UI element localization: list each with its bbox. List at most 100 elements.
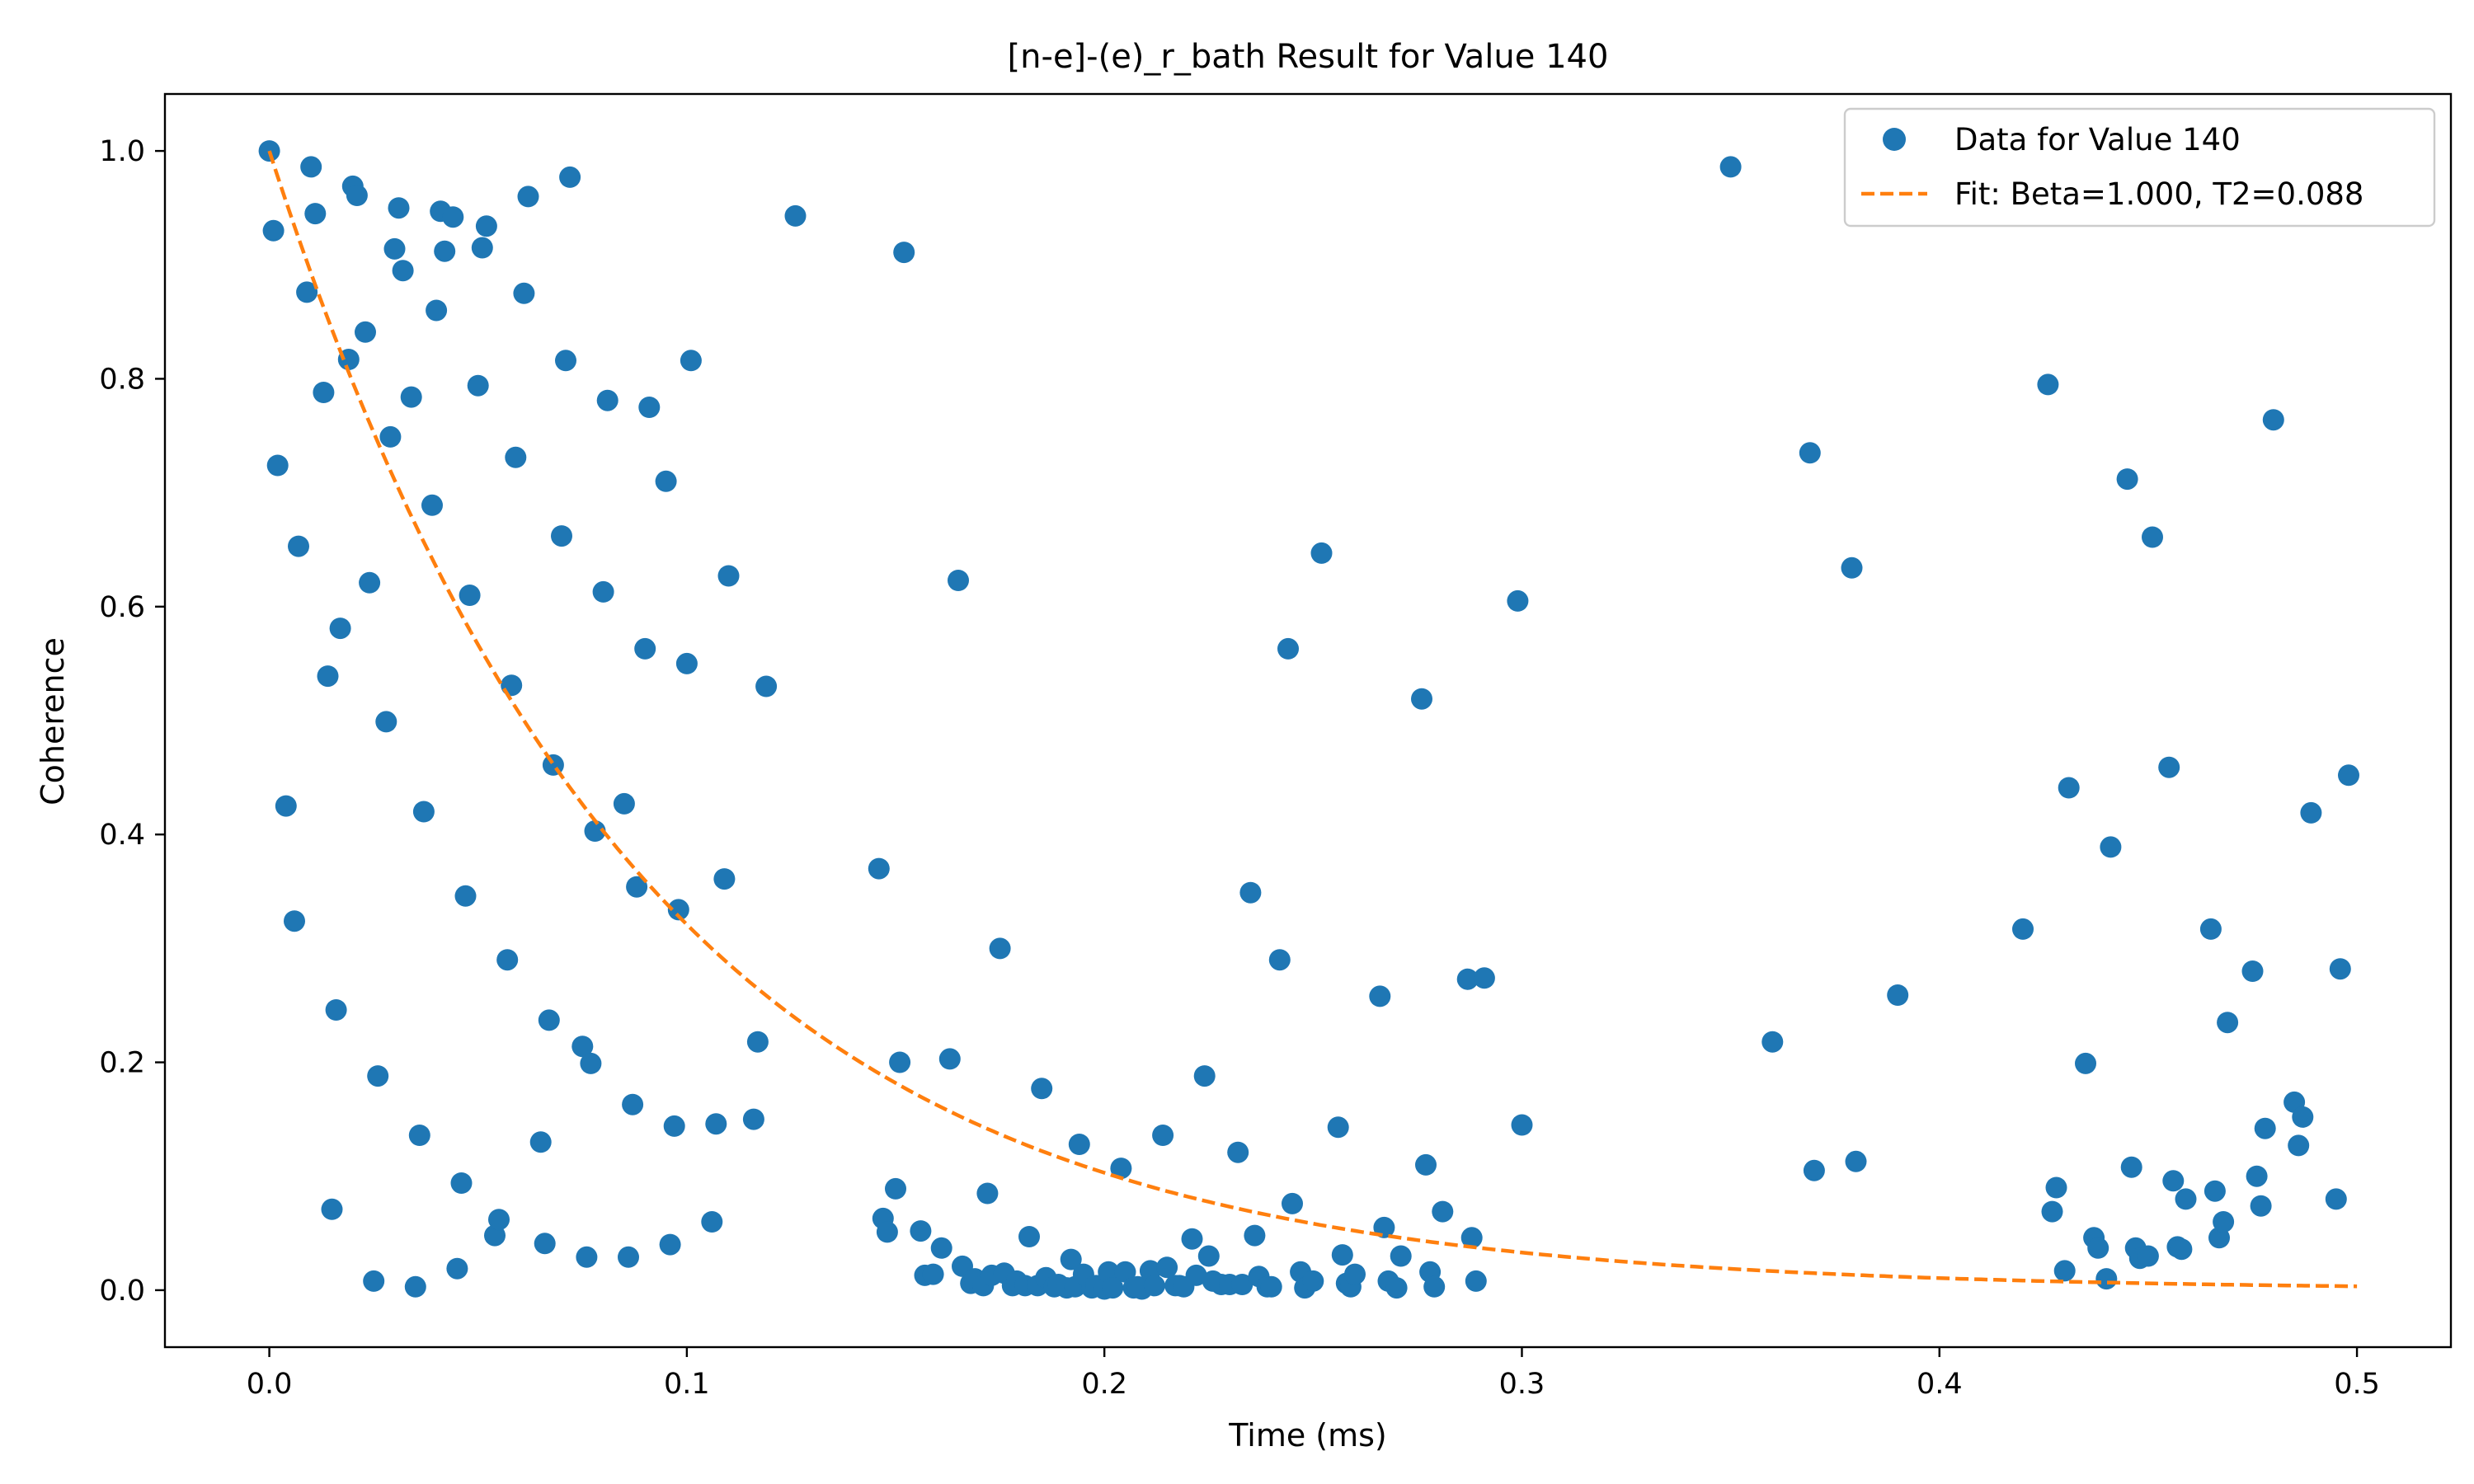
data-point (538, 1009, 560, 1031)
legend: Data for Value 140 Fit: Beta=1.000, T2=0… (1843, 107, 2436, 228)
data-point (1460, 1227, 1483, 1249)
data-point (359, 571, 381, 594)
data-point (505, 446, 527, 468)
data-point (2053, 1260, 2076, 1282)
data-point (667, 899, 689, 921)
data-point (379, 425, 402, 448)
data-point (1887, 984, 1909, 1006)
data-point (885, 1177, 906, 1200)
data-point (1761, 1031, 1784, 1053)
x-axis-ticks: 0.0 0.1 0.2 0.3 0.4 0.5 (247, 1347, 2380, 1401)
data-point (1344, 1263, 1366, 1285)
data-point (392, 260, 414, 282)
data-point (634, 637, 656, 660)
data-point (1390, 1245, 1412, 1267)
data-point (296, 281, 318, 303)
data-point (717, 565, 740, 587)
fit-line (267, 150, 2358, 1289)
data-point (2058, 777, 2080, 799)
data-point (1231, 1274, 1253, 1295)
y-axis-label: Coherence (35, 637, 71, 805)
data-point (989, 937, 1011, 960)
data-point (496, 949, 519, 971)
data-point (288, 535, 309, 557)
data-point (434, 240, 456, 262)
data-point (1060, 1248, 1082, 1270)
data-point (426, 299, 448, 322)
data-point (454, 885, 477, 907)
data-point (1331, 1244, 1353, 1266)
data-point (2338, 764, 2359, 787)
data-point (1156, 1256, 1178, 1279)
data-point (2204, 1180, 2226, 1202)
data-point (1152, 1125, 1174, 1146)
data-point (2329, 958, 2351, 980)
data-point (2041, 1200, 2063, 1223)
data-point (1511, 1114, 1533, 1136)
data-point (2087, 1237, 2109, 1259)
data-point (517, 186, 539, 208)
data-point (1841, 556, 1863, 579)
data-point (2075, 1052, 2096, 1074)
data-point (421, 494, 443, 516)
data-point (592, 580, 614, 603)
data-point (580, 1052, 602, 1074)
data-point (1507, 589, 1529, 612)
data-point (450, 1172, 473, 1194)
data-point (559, 166, 581, 188)
data-point (2100, 836, 2122, 858)
legend-data-marker (1883, 128, 1906, 151)
data-point (1411, 688, 1432, 710)
data-point (346, 185, 368, 206)
data-point (2292, 1106, 2314, 1128)
data-point (1327, 1116, 1349, 1139)
data-point (938, 1048, 961, 1070)
data-point (1799, 442, 1821, 464)
data-point (2142, 526, 2163, 548)
data-point (1102, 1277, 1124, 1299)
data-point (375, 711, 397, 733)
data-point (1114, 1261, 1136, 1283)
data-point (2120, 1156, 2142, 1178)
data-point (317, 665, 339, 688)
data-point (555, 350, 576, 372)
data-point (1456, 968, 1479, 990)
data-point (329, 618, 351, 640)
data-point (596, 389, 618, 411)
data-point (412, 801, 435, 823)
data-point (638, 397, 661, 418)
data-point (742, 1108, 764, 1130)
data-point (2045, 1176, 2067, 1199)
data-point (2300, 801, 2322, 824)
data-point (551, 525, 572, 547)
data-point (2262, 409, 2284, 431)
data-point (2175, 1188, 2197, 1210)
data-point (663, 1115, 685, 1137)
x-tick-label: 0.3 (1499, 1368, 1545, 1401)
y-tick-label: 0.4 (99, 819, 145, 852)
data-point (404, 1275, 426, 1298)
x-tick-label: 0.2 (1081, 1368, 1127, 1401)
data-point (1185, 1264, 1207, 1286)
data-point (1227, 1141, 1249, 1163)
data-point (584, 820, 606, 842)
data-point (910, 1220, 932, 1242)
data-point (1845, 1150, 1867, 1172)
plot-area (258, 140, 2359, 1300)
data-point (1193, 1065, 1216, 1087)
data-point (1473, 967, 1495, 989)
data-point (467, 374, 489, 397)
data-point (675, 652, 698, 674)
data-point (325, 999, 347, 1021)
x-axis-label: Time (ms) (1228, 1417, 1387, 1453)
data-point (1143, 1275, 1165, 1297)
data-point (1302, 1270, 1324, 1292)
data-point (746, 1031, 769, 1053)
data-point (471, 237, 493, 259)
data-point (571, 1036, 594, 1058)
data-point (388, 197, 410, 219)
data-point (876, 1221, 898, 1243)
y-tick-label: 0.2 (99, 1047, 145, 1080)
data-point (2288, 1134, 2310, 1157)
